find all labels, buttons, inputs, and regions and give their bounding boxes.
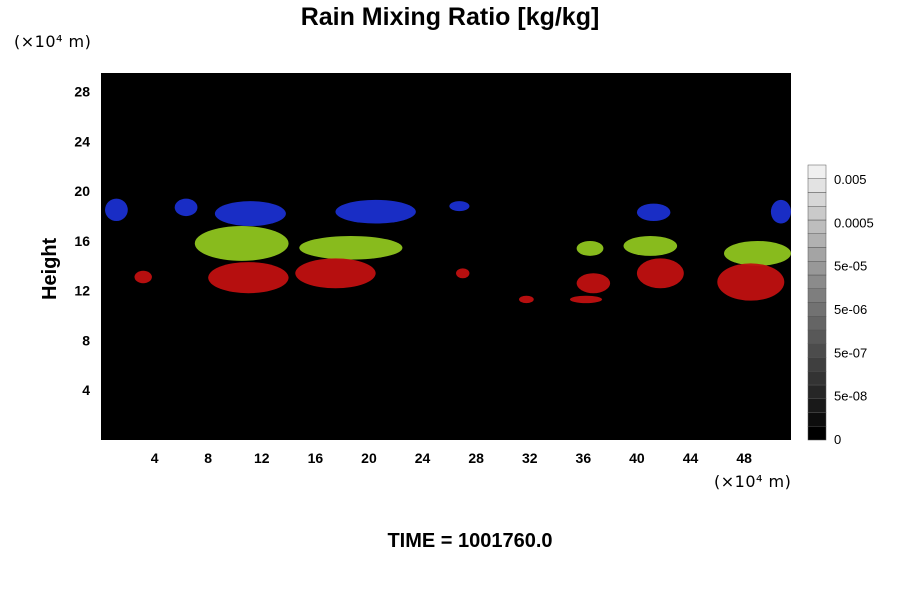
rain-feature-13 [295,258,376,289]
rain-features [105,198,792,304]
x-tick-label: 16 [308,450,324,466]
colorbar-swatch [807,384,827,399]
time-label: TIME = 1001760.0 [387,530,553,552]
y-tick-label: 16 [74,233,90,249]
rain-feature-12 [208,262,289,294]
colorbar-tick-label: 0.005 [834,172,867,187]
y-tick-label: 20 [74,183,90,199]
y-axis-ticks: 4 8 12 16 20 24 28 [74,84,90,399]
colorbar-swatch [807,329,827,344]
rain-feature-6 [770,199,792,224]
colorbar-tick-label: 5e-05 [834,259,867,274]
y-tick-label: 28 [74,84,90,100]
rain-feature-5 [636,203,671,222]
colorbar-tick-label: 5e-07 [834,345,867,360]
x-tick-label: 24 [415,450,431,466]
rain-feature-14 [134,270,152,284]
rain-feature-18 [717,263,785,301]
x-tick-label: 36 [576,450,592,466]
x-tick-label: 20 [361,450,377,466]
rain-feature-3 [335,199,416,224]
colorbar-swatch [807,164,827,179]
colorbar-swatch [807,247,827,262]
colorbar-swatch [807,343,827,358]
colorbar-swatch [807,219,827,234]
colorbar-swatch [807,316,827,331]
colorbar-swatch [807,426,827,441]
rain-feature-10 [623,235,678,256]
colorbar-tick-label: 5e-06 [834,302,867,317]
y-tick-label: 8 [82,332,90,348]
plot-area [101,73,791,440]
colorbar-swatch [807,178,827,193]
rain-feature-16 [576,273,611,294]
y-unit-label: (×10⁴ m) [14,32,92,51]
x-tick-label: 8 [204,450,212,466]
colorbar: 0.005 0.0005 5e-05 5e-06 5e-07 5e-08 0 [807,164,874,447]
x-tick-label: 28 [468,450,484,466]
colorbar-tick-label: 0.0005 [834,215,874,230]
x-tick-label: 32 [522,450,538,466]
colorbar-swatch [807,192,827,207]
x-tick-label: 4 [151,450,159,466]
rain-feature-17 [636,258,684,289]
x-unit-label: (×10⁴ m) [714,472,792,491]
colorbar-swatch [807,357,827,372]
colorbar-swatch [807,288,827,303]
y-tick-label: 4 [82,382,90,398]
x-tick-label: 44 [683,450,699,466]
y-tick-label: 12 [74,283,90,299]
colorbar-swatch [807,274,827,289]
colorbar-swatch [807,412,827,427]
colorbar-tick-label: 0 [834,432,841,447]
x-tick-label: 12 [254,450,270,466]
rain-feature-2 [214,201,286,227]
rain-feature-4 [449,201,470,212]
x-axis-ticks: 4 8 12 16 20 24 28 32 36 40 44 48 [151,450,752,466]
colorbar-swatch [807,233,827,248]
colorbar-swatch [807,371,827,386]
rain-feature-15 [456,268,470,279]
rain-feature-9 [576,240,604,256]
rain-feature-11 [724,240,792,266]
rain-feature-8 [299,235,403,260]
y-tick-label: 24 [74,133,90,149]
colorbar-swatch [807,302,827,317]
colorbar-tick-label: 5e-08 [834,389,867,404]
rain-feature-19 [519,295,534,304]
x-tick-label: 40 [629,450,645,466]
colorbar-swatch [807,206,827,221]
rain-feature-7 [194,226,289,261]
rain-feature-0 [105,198,128,222]
rain-feature-20 [569,295,603,304]
x-tick-label: 48 [736,450,752,466]
rain-feature-1 [174,198,198,217]
colorbar-swatch [807,261,827,276]
colorbar-swatch [807,398,827,413]
chart-title: Rain Mixing Ratio [kg/kg] [300,3,600,31]
